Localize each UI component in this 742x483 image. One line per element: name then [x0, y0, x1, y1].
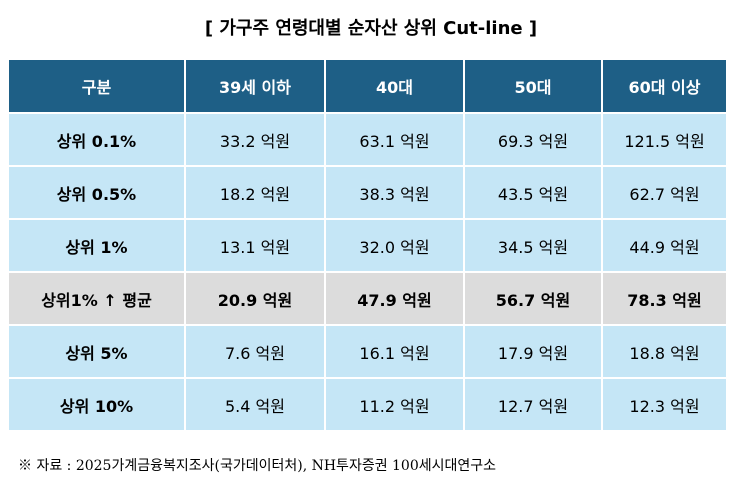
header-50s: 50대	[463, 58, 603, 114]
table-cell: 78.3 억원	[601, 271, 728, 326]
table-cell: 12.7 억원	[463, 377, 603, 432]
page-title: [ 가구주 연령대별 순자산 상위 Cut-line ]	[204, 18, 538, 39]
table-cell: 69.3 억원	[463, 112, 603, 167]
row-label: 상위 0.1%	[7, 112, 186, 167]
table-cell: 62.7 억원	[601, 165, 728, 220]
table-cell: 33.2 억원	[184, 112, 326, 167]
table-cell: 12.3 억원	[601, 377, 728, 432]
table-cell: 32.0 억원	[324, 218, 465, 273]
table-cell: 121.5 억원	[601, 112, 728, 167]
header-40s: 40대	[324, 58, 465, 114]
table-cell: 11.2 억원	[324, 377, 465, 432]
header-under-39: 39세 이하	[184, 58, 326, 114]
table-cell: 47.9 억원	[324, 271, 465, 326]
header-60-plus: 60대 이상	[601, 58, 728, 114]
row-label: 상위 1%	[7, 218, 186, 273]
row-label: 상위 5%	[7, 324, 186, 379]
table-row: 상위 0.5% 18.2 억원 38.3 억원 43.5 억원 62.7 억원	[7, 165, 728, 220]
table-cell: 34.5 억원	[463, 218, 603, 273]
table-cell: 7.6 억원	[184, 324, 326, 379]
table-row: 상위 0.1% 33.2 억원 63.1 억원 69.3 억원 121.5 억원	[7, 112, 728, 167]
source-note: ※ 자료 : 2025가계금융복지조사(국가데이터처), NH투자증권 100세…	[18, 458, 497, 474]
table-cell: 63.1 억원	[324, 112, 465, 167]
table-cell: 56.7 억원	[463, 271, 603, 326]
net-asset-cutline-table: 구분 39세 이하 40대 50대 60대 이상 상위 0.1% 33.2 억원…	[7, 58, 728, 432]
table-cell: 17.9 억원	[463, 324, 603, 379]
table-row-average: 상위1% ↑ 평균 20.9 억원 47.9 억원 56.7 억원 78.3 억…	[7, 271, 728, 326]
row-label: 상위 10%	[7, 377, 186, 432]
header-category: 구분	[7, 58, 186, 114]
table-cell: 38.3 억원	[324, 165, 465, 220]
table-cell: 44.9 억원	[601, 218, 728, 273]
table-row: 상위 5% 7.6 억원 16.1 억원 17.9 억원 18.8 억원	[7, 324, 728, 379]
table-cell: 5.4 억원	[184, 377, 326, 432]
table-cell: 16.1 억원	[324, 324, 465, 379]
table-cell: 13.1 억원	[184, 218, 326, 273]
table-cell: 20.9 억원	[184, 271, 326, 326]
row-label: 상위 0.5%	[7, 165, 186, 220]
table-cell: 43.5 억원	[463, 165, 603, 220]
row-label: 상위1% ↑ 평균	[7, 271, 186, 326]
table-row: 상위 10% 5.4 억원 11.2 억원 12.7 억원 12.3 억원	[7, 377, 728, 432]
table-cell: 18.2 억원	[184, 165, 326, 220]
table-row: 상위 1% 13.1 억원 32.0 억원 34.5 억원 44.9 억원	[7, 218, 728, 273]
table-cell: 18.8 억원	[601, 324, 728, 379]
table-header-row: 구분 39세 이하 40대 50대 60대 이상	[7, 58, 728, 114]
